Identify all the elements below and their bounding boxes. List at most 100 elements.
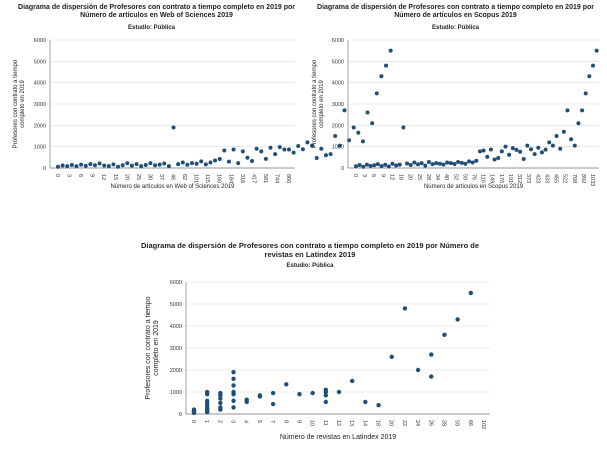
data-point	[496, 155, 501, 160]
data-point	[191, 407, 197, 412]
data-point	[250, 158, 255, 163]
data-point	[217, 157, 222, 162]
x-tick-label: 10	[309, 420, 315, 426]
data-point	[397, 162, 402, 167]
y-tick-label: 0	[179, 412, 182, 418]
x-tick-label: 5	[256, 420, 262, 423]
x-tick-label: 59	[454, 420, 460, 426]
data-point	[467, 159, 472, 164]
x-tick-label: 423	[534, 174, 540, 183]
data-point	[452, 161, 457, 166]
data-point	[434, 161, 439, 166]
data-point	[412, 160, 417, 165]
data-point	[364, 162, 369, 167]
data-point	[532, 152, 537, 157]
x-tick-label: 1	[203, 420, 209, 423]
x-tick-label: 20	[123, 174, 129, 180]
data-point	[92, 163, 97, 168]
data-point	[231, 398, 236, 403]
x-tick-label: 581	[262, 174, 268, 183]
data-point	[470, 160, 475, 165]
chart-wos: Diagrama de dispersión de Profesores con…	[0, 0, 393, 205]
data-point	[429, 374, 434, 379]
data-point	[166, 164, 171, 169]
data-point	[488, 147, 493, 152]
data-point	[305, 140, 310, 145]
data-point	[111, 162, 116, 167]
data-point	[503, 144, 508, 149]
data-point	[455, 317, 460, 322]
data-point	[244, 397, 249, 402]
data-point	[153, 163, 158, 168]
y-axis-label: Profesores con contrato a tiempocompleto…	[145, 296, 160, 399]
data-point	[554, 134, 559, 138]
x-tick-label: 433	[543, 174, 549, 183]
data-point	[499, 149, 504, 154]
data-point	[254, 146, 259, 151]
x-tick-label: 316	[239, 174, 245, 183]
data-point	[485, 154, 490, 159]
data-point	[171, 125, 176, 130]
x-tick-label: 866	[285, 174, 291, 183]
x-tick-label: 30	[146, 174, 152, 180]
x-tick-label: 1033	[589, 174, 595, 186]
data-point	[401, 125, 406, 130]
data-point	[83, 163, 88, 168]
data-point	[550, 143, 555, 148]
data-point	[284, 382, 289, 387]
data-point	[88, 162, 93, 167]
data-point	[125, 161, 130, 166]
data-point	[474, 158, 479, 163]
data-point	[97, 161, 102, 166]
data-point	[323, 393, 329, 398]
x-tick-label: 18	[375, 420, 381, 426]
data-point	[213, 158, 218, 163]
data-point	[231, 405, 236, 410]
x-tick-label: 25	[416, 174, 422, 180]
x-tick-label: 373	[525, 174, 531, 183]
data-point	[236, 161, 241, 166]
data-point	[194, 161, 199, 166]
data-point	[65, 164, 70, 169]
data-point	[518, 149, 523, 154]
x-tick-label: 176	[498, 174, 504, 183]
data-point	[372, 163, 377, 168]
x-tick-label: 16	[398, 174, 404, 180]
data-point	[419, 161, 424, 166]
data-point	[314, 155, 319, 160]
data-point	[405, 161, 410, 166]
data-point	[565, 108, 570, 113]
data-point	[445, 160, 450, 165]
data-point	[60, 163, 65, 168]
data-point	[323, 399, 329, 405]
data-point	[231, 147, 236, 152]
data-point	[580, 108, 585, 113]
data-point	[481, 148, 486, 153]
data-point	[203, 162, 208, 167]
data-point	[365, 110, 370, 115]
x-tick-label: 46	[170, 174, 176, 180]
y-axis-label-line: Profesores con contrato a tiempo	[145, 296, 152, 399]
data-point	[218, 405, 223, 410]
data-point	[143, 163, 148, 168]
data-point	[514, 147, 519, 152]
data-point	[572, 143, 577, 148]
data-point	[357, 163, 362, 168]
y-tick-label: 6000	[34, 38, 46, 44]
x-tick-label: 2	[216, 420, 222, 423]
data-point	[231, 389, 236, 395]
chart-title: Diagrama de dispersión de Profesores con…	[18, 4, 295, 20]
x-tick-label: 6	[77, 174, 83, 177]
data-point	[139, 164, 144, 169]
x-axis-label: Número de artículos en Web of Sciences 2…	[111, 184, 236, 190]
x-tick-label: 6	[370, 174, 376, 177]
x-tick-label: 62	[181, 174, 187, 180]
data-point	[459, 160, 464, 165]
data-point	[363, 399, 368, 405]
data-point	[521, 157, 526, 162]
y-tick-label: 4000	[34, 81, 46, 87]
data-point	[390, 161, 395, 166]
y-tick-label: 2000	[34, 123, 46, 129]
data-point	[120, 163, 125, 168]
